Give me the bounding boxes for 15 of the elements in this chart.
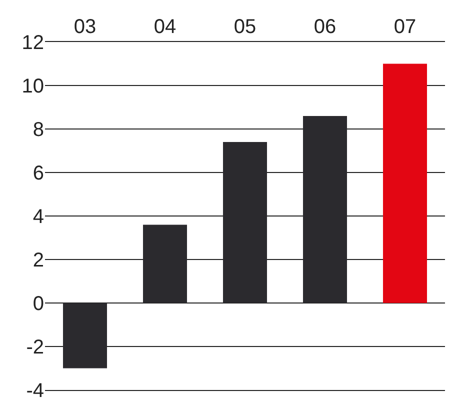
bar [383,64,427,303]
x-tick-label: 07 [394,16,416,38]
x-tick-label: 05 [234,16,256,38]
x-tick-label: 06 [314,16,336,38]
y-tick-label: 4 [32,206,44,228]
y-tick-label: 2 [32,250,44,272]
y-tick-label: 0 [32,293,44,315]
y-tick-label: 12 [22,32,44,54]
y-tick-label: 10 [22,76,44,98]
x-tick-label: 03 [74,16,96,38]
y-tick-label: 6 [32,162,44,184]
x-tick-label: 04 [154,16,176,38]
y-tick-label: -2 [26,336,44,358]
y-tick-label: -4 [26,380,44,402]
y-tick-label: 8 [32,119,44,141]
